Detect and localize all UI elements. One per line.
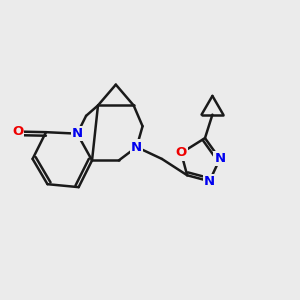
Text: O: O (176, 146, 187, 160)
Text: N: N (131, 140, 142, 154)
Text: N: N (204, 175, 215, 188)
Text: O: O (12, 125, 23, 138)
Text: N: N (72, 127, 83, 140)
Text: N: N (214, 152, 225, 165)
